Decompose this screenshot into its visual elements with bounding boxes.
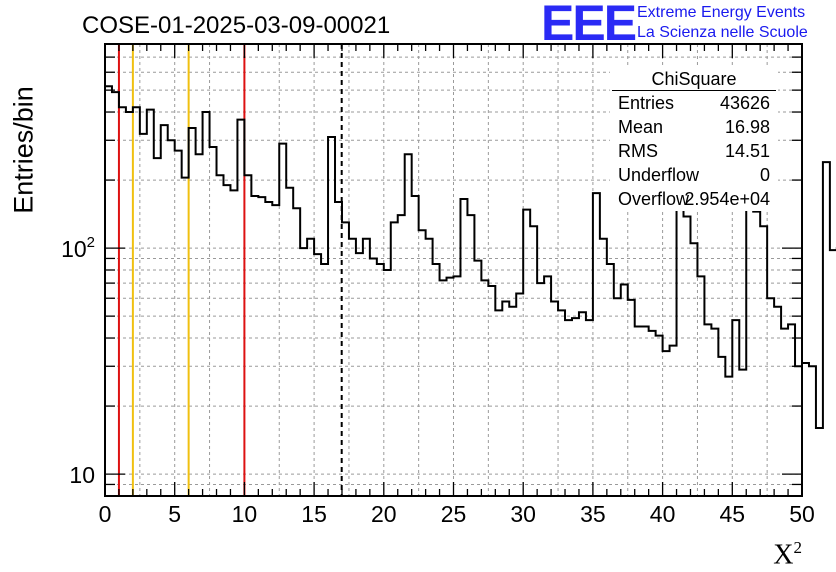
x-tick-label: 10 — [232, 501, 258, 527]
y-tick-label: 102 — [61, 234, 95, 262]
x-tick-label: 45 — [720, 501, 746, 527]
stats-row-overflow: Overflow 2.954e+04 — [610, 187, 778, 211]
stats-value: 0 — [759, 165, 770, 185]
x-axis-label: X2 — [773, 538, 802, 571]
x-tick-label: 0 — [99, 501, 112, 527]
run-title: COSE-01-2025-03-09-00021 — [82, 12, 391, 39]
histogram-bins — [105, 85, 836, 429]
x-tick-label: 40 — [650, 501, 676, 527]
y-tick-label: 10 — [69, 462, 95, 488]
y-axis-label: Entries/bin — [8, 86, 39, 214]
x-axis-label-exponent: 2 — [793, 538, 803, 557]
x-tick-label: 15 — [301, 501, 327, 527]
stats-box: ChiSquare Entries 43626 Mean 16.98 RMS 1… — [610, 68, 778, 211]
logo-subtitle-2: La Scienza nelle Scuole — [637, 24, 808, 41]
stats-key: RMS — [618, 141, 658, 161]
stats-key: Mean — [618, 117, 664, 137]
stats-title: ChiSquare — [612, 68, 776, 91]
axis-ticks — [104, 43, 803, 497]
stats-key: Underflow — [618, 165, 700, 185]
x-tick-label: 30 — [510, 501, 536, 527]
x-tick-label: 20 — [371, 501, 397, 527]
stats-value: 43626 — [719, 93, 770, 113]
x-tick-label: 35 — [580, 501, 606, 527]
eee-logo: EEE — [541, 0, 637, 51]
x-tick-label: 5 — [168, 501, 181, 527]
stats-value: 14.51 — [724, 141, 770, 161]
x-tick-labels: 0 5 10 15 20 25 30 35 40 45 50 — [99, 501, 815, 527]
stats-value: 2.954e+04 — [684, 189, 770, 209]
logo-subtitle-1: Extreme Energy Events — [637, 4, 806, 21]
x-axis-label-base: X — [773, 539, 794, 571]
stats-key: Entries — [618, 93, 675, 113]
x-tick-label: 50 — [789, 501, 815, 527]
stats-row-mean: Mean 16.98 — [610, 115, 778, 139]
stats-row-entries: Entries 43626 — [610, 91, 778, 115]
x-tick-label: 25 — [441, 501, 467, 527]
stats-row-underflow: Underflow 0 — [610, 163, 778, 187]
y-axis-label-box: Entries/bin — [4, 86, 44, 214]
y-tick-labels: 10 102 — [61, 234, 95, 488]
stats-row-rms: RMS 14.51 — [610, 139, 778, 163]
stats-value: 16.98 — [724, 117, 770, 137]
histogram-outline — [105, 85, 836, 429]
marker-lines — [117, 44, 343, 496]
stats-key: Overflow — [618, 189, 690, 209]
